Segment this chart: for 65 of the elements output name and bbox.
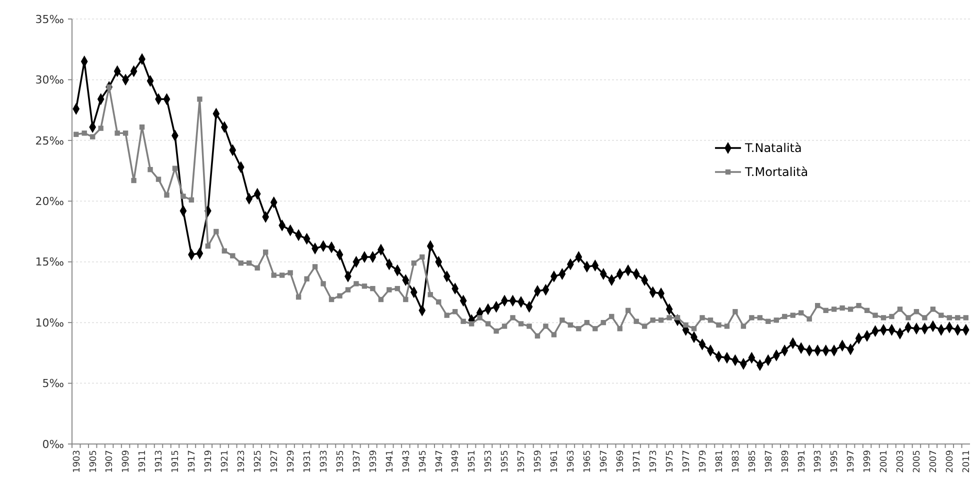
x-tick-label: 1989	[780, 450, 791, 473]
x-tick-label: 1907	[105, 450, 116, 473]
x-tick-label: 1931	[302, 450, 313, 473]
x-tick-label: 1979	[698, 450, 708, 473]
x-tick-label: 1921	[220, 450, 231, 473]
y-tick-label: 10‰	[35, 316, 64, 330]
x-tick-label: 1937	[352, 450, 362, 473]
x-tick-label: 1911	[138, 450, 148, 473]
x-tick-label: 1923	[237, 450, 248, 473]
x-tick-label: 2007	[929, 450, 940, 473]
x-tick-label: 1933	[319, 450, 330, 473]
x-tick-label: 1967	[600, 450, 610, 473]
x-tick-label: 1987	[764, 450, 774, 473]
x-tick-label: 1927	[270, 450, 280, 473]
x-tick-label: 1903	[72, 450, 82, 473]
x-tick-label: 2011	[962, 450, 972, 473]
x-tick-label: 1977	[682, 450, 692, 473]
y-tick-label: 30‰	[35, 74, 64, 87]
x-tick-label: 1949	[451, 450, 462, 473]
x-tick-label: 2005	[912, 450, 923, 473]
x-tick-label: 1941	[385, 450, 396, 473]
x-tick-label: 1951	[468, 450, 478, 473]
x-tick-label: 1969	[616, 450, 626, 473]
x-tick-label: 1935	[336, 450, 346, 473]
x-tick-label: 1971	[632, 450, 642, 473]
x-tick-label: 2009	[946, 450, 956, 473]
x-tick-label: 1947	[434, 450, 445, 473]
x-tick-label: 2001	[880, 450, 890, 473]
x-tick-label: 1915	[171, 450, 182, 473]
x-tick-label: 2003	[896, 450, 906, 473]
x-tick-label: 1999	[863, 450, 874, 473]
y-tick-label: 0‰	[42, 438, 64, 451]
y-tick-label: 15‰	[35, 256, 64, 269]
legend-label: T.Mortalità	[744, 165, 808, 180]
y-tick-label: 5‰	[42, 377, 64, 390]
x-tick-label: 1963	[566, 450, 577, 473]
x-tick-label: 1943	[402, 450, 412, 473]
x-tick-label: 1955	[500, 450, 511, 473]
y-tick-label: 35‰	[35, 12, 64, 26]
x-tick-label: 1959	[534, 450, 544, 473]
x-tick-label: 1917	[188, 450, 198, 473]
x-tick-label: 1957	[517, 450, 528, 473]
x-tick-label: 1929	[286, 450, 296, 473]
x-tick-label: 1991	[797, 450, 808, 473]
x-tick-label: 1985	[748, 450, 758, 473]
x-tick-label: 1965	[583, 450, 594, 473]
x-tick-label: 1945	[418, 450, 428, 473]
x-tick-label: 1913	[154, 450, 165, 473]
x-tick-label: 1993	[814, 450, 824, 473]
x-tick-label: 1925	[254, 450, 264, 473]
y-tick-label: 25‰	[35, 134, 64, 148]
x-tick-label: 1953	[484, 450, 494, 473]
x-tick-label: 1995	[830, 450, 840, 473]
x-tick-label: 1919	[204, 450, 214, 473]
legend-label: T.Natalità	[744, 141, 802, 156]
x-tick-label: 1961	[550, 450, 560, 473]
x-tick-label: 1981	[714, 450, 725, 473]
x-tick-label: 1975	[665, 450, 676, 473]
y-tick-label: 20‰	[35, 194, 64, 208]
x-tick-label: 1909	[122, 450, 132, 473]
x-tick-label: 1939	[368, 450, 379, 473]
x-tick-label: 1983	[731, 450, 742, 473]
x-tick-label: 1973	[648, 450, 659, 473]
x-tick-label: 1905	[88, 450, 99, 473]
x-tick-label: 1997	[846, 450, 857, 473]
